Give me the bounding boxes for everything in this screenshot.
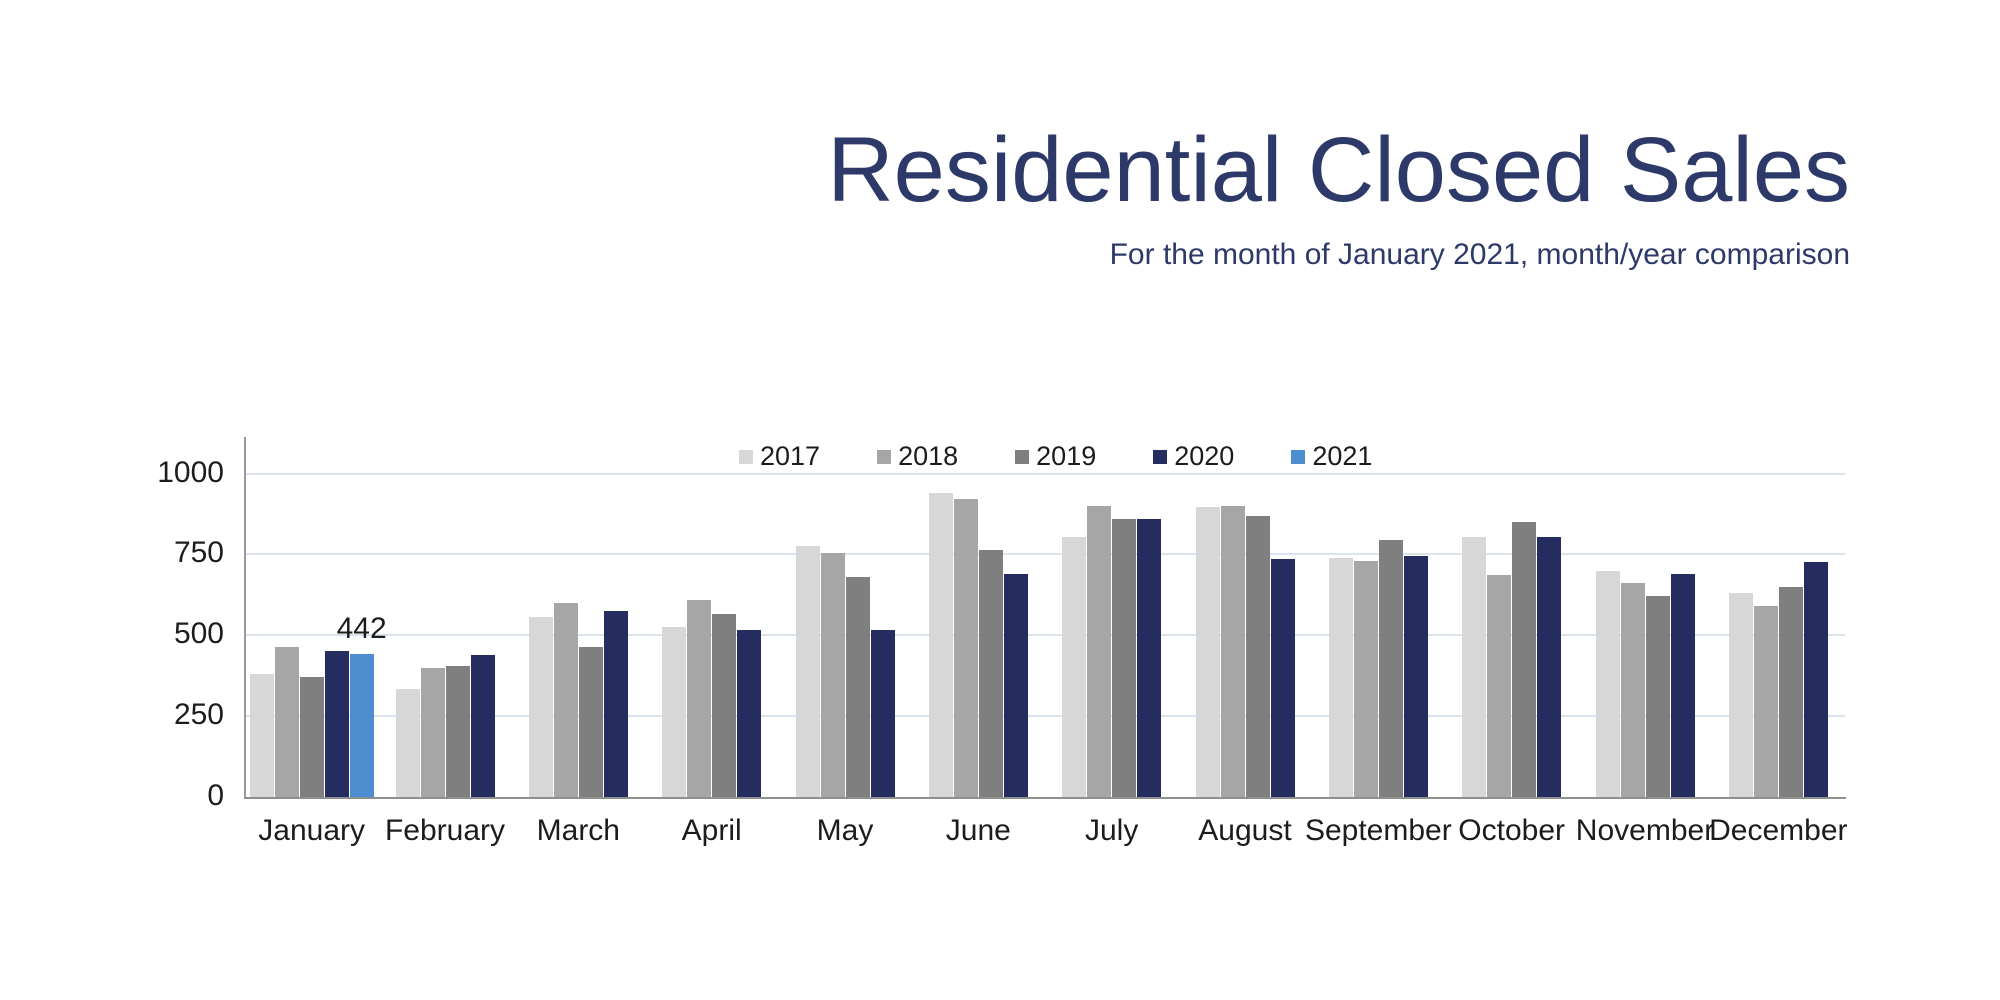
gridline-250 (245, 715, 1845, 718)
legend-item-2019: 2019 (1015, 441, 1096, 472)
bar-2018-june (953, 499, 978, 797)
bar-2017-october (1462, 536, 1487, 797)
bar-2018-may (820, 552, 845, 797)
bar-2019-january (299, 677, 324, 797)
y-axis-tick-0: 0 (207, 779, 224, 812)
legend-item-2018: 2018 (877, 441, 958, 472)
bar-2017-february (395, 688, 420, 797)
bar-2017-august (1195, 507, 1220, 797)
bar-2017-april (662, 627, 687, 797)
legend-label-2018: 2018 (898, 441, 959, 471)
legend-item-2021: 2021 (1291, 441, 1372, 472)
y-axis-line (244, 437, 246, 799)
bar-2018-february (420, 667, 445, 797)
x-axis-label-march: March (536, 814, 620, 847)
bar-2019-august (1245, 515, 1270, 797)
bar-2019-march (578, 646, 603, 797)
bar-2018-november (1620, 583, 1645, 797)
bar-2020-october (1537, 536, 1562, 797)
y-axis-tick-750: 750 (173, 536, 224, 570)
bar-2017-may (795, 546, 820, 797)
bar-2019-november (1645, 596, 1670, 797)
chart-legend: 2017 2018 2019 2020 2021 (739, 441, 1372, 472)
bar-2019-february (445, 665, 470, 797)
bar-2019-june (978, 549, 1003, 797)
gridline-750 (245, 553, 1845, 556)
bar-2020-march (603, 610, 628, 797)
x-axis-label-june: June (945, 814, 1011, 847)
bar-2020-february (470, 654, 495, 797)
bar-2018-july (1087, 505, 1112, 797)
bar-2017-december (1728, 593, 1753, 797)
bar-2018-october (1487, 575, 1512, 797)
gridline-1000 (245, 472, 1845, 475)
y-axis-tick-500: 500 (173, 617, 224, 651)
bar-2020-august (1270, 559, 1295, 797)
bar-2020-december (1803, 562, 1828, 797)
x-axis-label-may: May (816, 814, 874, 847)
legend-swatch-2018 (877, 449, 892, 464)
gridline-500 (245, 634, 1845, 637)
bar-2019-october (1512, 522, 1537, 797)
x-axis-label-july: July (1084, 814, 1139, 847)
bar-value-label: 442 (336, 612, 387, 645)
x-axis-label-november: November (1575, 814, 1715, 847)
x-axis-label-april: April (681, 814, 742, 847)
bar-2017-september (1328, 557, 1353, 797)
page-subtitle: For the month of January 2021, month/yea… (1109, 238, 1850, 271)
x-axis-label-december: December (1709, 814, 1848, 847)
x-axis-line (244, 797, 1846, 799)
bar-2019-july (1112, 518, 1137, 797)
bar-2020-april (737, 630, 762, 797)
legend-item-2020: 2020 (1153, 441, 1234, 472)
bar-2018-december (1753, 606, 1778, 797)
bar-2017-november (1595, 570, 1620, 797)
bar-2017-june (928, 492, 953, 797)
x-axis-label-october: October (1458, 814, 1566, 847)
bar-2017-january (249, 674, 274, 797)
x-axis-label-january: January (258, 814, 366, 847)
bar-2020-november (1670, 573, 1695, 797)
x-axis-label-august: August (1198, 814, 1292, 847)
bar-2020-june (1003, 573, 1028, 797)
bar-2017-march (528, 617, 553, 797)
bar-2021-january (349, 654, 374, 797)
bar-2018-september (1353, 560, 1378, 797)
bar-2017-july (1062, 536, 1087, 797)
legend-swatch-2017 (739, 449, 753, 464)
bar-2019-april (712, 614, 737, 797)
legend-swatch-2020 (1153, 449, 1168, 464)
legend-label-2017: 2017 (760, 441, 821, 471)
bar-2018-march (553, 602, 578, 797)
bar-2018-january (274, 646, 299, 797)
bar-2018-august (1220, 505, 1245, 797)
y-axis-tick-1000: 1000 (157, 455, 224, 489)
legend-item-2017: 2017 (739, 441, 820, 472)
bar-2019-september (1378, 539, 1403, 797)
legend-label-2019: 2019 (1036, 441, 1097, 471)
legend-swatch-2021 (1291, 449, 1306, 464)
bar-2019-december (1778, 586, 1803, 797)
legend-swatch-2019 (1015, 449, 1030, 464)
bar-2020-september (1403, 555, 1428, 797)
x-axis-label-february: February (384, 814, 506, 847)
page-title: Residential Closed Sales (827, 119, 1850, 221)
legend-label-2021: 2021 (1312, 441, 1373, 471)
bar-2020-january (324, 651, 349, 797)
bar-2020-may (870, 630, 895, 797)
bar-2018-april (687, 599, 712, 797)
bar-2019-may (845, 577, 870, 797)
legend-label-2020: 2020 (1174, 441, 1235, 471)
bar-2020-july (1137, 519, 1162, 797)
x-axis-label-september: September (1304, 814, 1452, 847)
y-axis-tick-250: 250 (173, 698, 224, 732)
